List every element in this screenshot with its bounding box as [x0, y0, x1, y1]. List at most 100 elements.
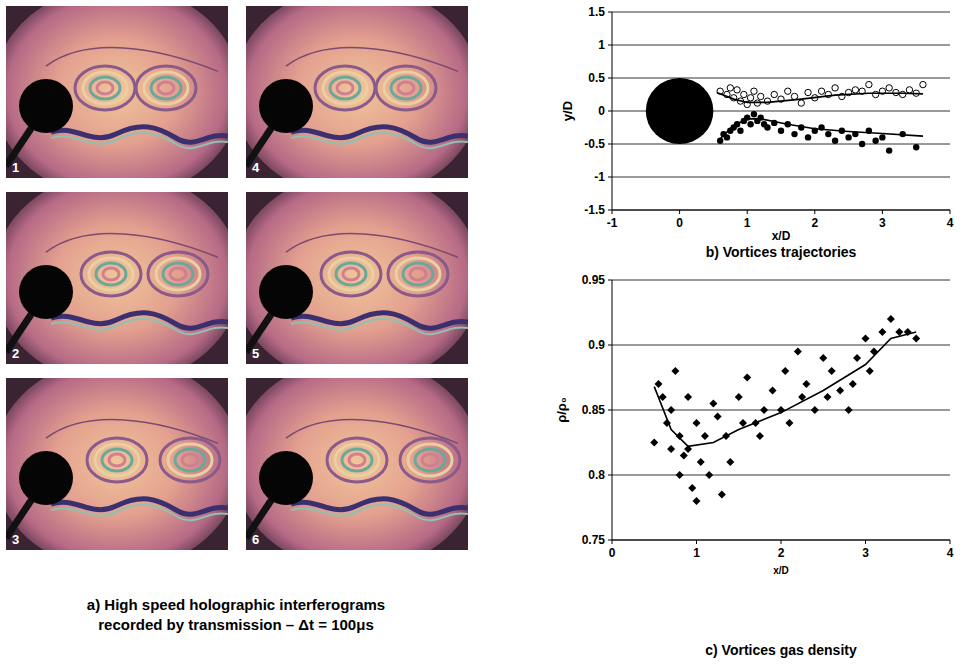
tick-label: 1: [744, 216, 751, 230]
vortex-fringe: [329, 258, 373, 290]
tick-label: 3: [862, 546, 869, 560]
fringe: [51, 313, 228, 328]
data-point: [879, 134, 885, 140]
vortex-fringe: [144, 72, 188, 104]
data-point: [758, 93, 764, 99]
tick: [747, 210, 748, 214]
tick-label: 0.85: [582, 403, 606, 417]
interferogram: 1: [0, 0, 241, 199]
grid-line: [612, 144, 950, 145]
data-point: [671, 367, 679, 375]
tick: [814, 210, 815, 214]
field: [246, 192, 468, 364]
data-point: [714, 413, 722, 421]
data-point: [912, 335, 920, 343]
vortex-fringe: [342, 449, 372, 471]
plot-area: [646, 78, 926, 154]
data-point: [805, 89, 811, 95]
data-point: [852, 87, 858, 93]
data-point: [697, 458, 705, 466]
data-point: [853, 354, 861, 362]
vortex-fringe: [415, 449, 445, 471]
data-point: [726, 458, 734, 466]
data-point: [709, 400, 717, 408]
tick: [950, 540, 951, 544]
data-point: [771, 91, 777, 97]
data-point: [739, 419, 747, 427]
tick: [950, 210, 951, 214]
data-point: [734, 87, 740, 93]
frame-content: [246, 378, 468, 550]
vortex-fringe: [410, 268, 426, 280]
vortex-fringe: [87, 438, 147, 482]
vortex-fringe: [323, 72, 367, 104]
vortex-fringe: [151, 77, 181, 99]
vortex-fringe: [102, 449, 132, 471]
data-point: [794, 348, 802, 356]
data-point: [819, 354, 827, 362]
support: [6, 496, 34, 538]
data-point: [802, 380, 810, 388]
tick: [608, 78, 612, 79]
trend-line: [654, 332, 916, 446]
data-point: [676, 471, 684, 479]
data-point: [872, 91, 878, 97]
vortex-fringe: [327, 438, 387, 482]
tick: [608, 144, 612, 145]
vortex-fringe: [398, 82, 414, 94]
cylinder: [19, 451, 73, 505]
data-point: [785, 419, 793, 427]
vortex-fringe: [182, 454, 198, 466]
data-point: [849, 380, 857, 388]
axis-title: x/D: [772, 229, 791, 243]
data-point: [756, 432, 764, 440]
tick: [608, 410, 612, 411]
fringe: [291, 319, 468, 334]
data-point: [735, 393, 743, 401]
data-point: [785, 88, 791, 94]
interferogram: 2: [0, 171, 241, 384]
fringe: [291, 505, 468, 520]
data-point: [654, 380, 662, 388]
data-point: [859, 141, 865, 147]
support: [246, 310, 274, 352]
figure: 123456a) High speed holographic interfer…: [0, 0, 974, 672]
data-point: [920, 81, 926, 87]
vortex-fringe: [335, 444, 379, 476]
data-point: [693, 419, 701, 427]
data-point: [870, 348, 878, 356]
data-point: [818, 88, 824, 94]
fringe: [51, 127, 228, 142]
data-point: [751, 88, 757, 94]
vortex-fringe: [422, 454, 438, 466]
data-point: [737, 128, 743, 134]
data-point: [743, 374, 751, 382]
vortex-fringe: [90, 77, 120, 99]
vortex-fringe: [321, 252, 381, 296]
data-point: [866, 81, 872, 87]
data-point: [688, 484, 696, 492]
data-point: [791, 131, 797, 137]
frame-content: [246, 6, 468, 178]
tick: [608, 111, 612, 112]
tick-label: -1: [594, 170, 605, 184]
interferogram: 6: [233, 357, 482, 570]
frame-content: [6, 6, 228, 178]
vortex-fringe: [384, 72, 428, 104]
field: [6, 6, 228, 178]
frame-number: 6: [252, 532, 259, 547]
grid-line: [612, 12, 950, 13]
data-point: [828, 367, 836, 375]
vortex-fringe: [95, 444, 139, 476]
data-point: [741, 91, 747, 97]
data-point: [845, 406, 853, 414]
field: [6, 378, 228, 550]
vortex-fringe: [400, 438, 460, 482]
tick-label: 0.8: [588, 468, 605, 482]
trend-line: [720, 119, 923, 139]
interferogram: 4: [233, 0, 482, 199]
vortex-fringe: [408, 444, 452, 476]
tick-label: 0.75: [582, 533, 606, 547]
data-point: [650, 439, 658, 447]
data-point: [760, 406, 768, 414]
